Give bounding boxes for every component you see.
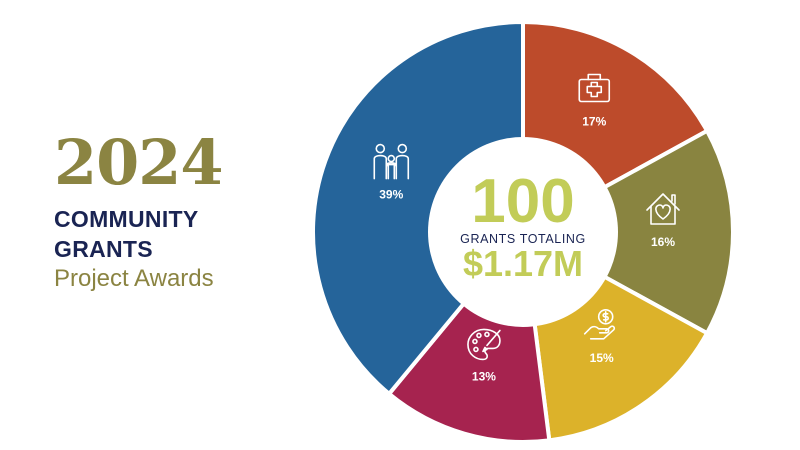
art-palette-icon (467, 328, 501, 361)
year-title: 2024 (54, 126, 224, 199)
slice-label-3: 15% (590, 351, 614, 365)
heading-line-2: GRANTS (54, 236, 153, 262)
heading-line-1: COMMUNITY (54, 206, 199, 232)
slice-label-1: 17% (582, 114, 606, 128)
subtitle: Project Awards (54, 265, 214, 292)
donut-hole (428, 137, 618, 327)
family-icon (373, 143, 410, 180)
title-block: 2024 COMMUNITY GRANTS Project Awards (54, 126, 224, 294)
slice-label-5: 39% (379, 188, 403, 202)
slice-label-2: 16% (651, 235, 675, 249)
slice-label-4: 13% (472, 369, 496, 383)
center-caption: GRANTS TOTALING (460, 232, 586, 246)
money-hand-icon (583, 308, 616, 340)
home-heart-icon (646, 193, 680, 225)
center-total: $1.17M (463, 243, 583, 284)
donut-slice-2 (521, 128, 735, 336)
icons-group (373, 73, 680, 361)
health-icon (578, 73, 611, 103)
center-count: 100 (471, 167, 574, 236)
donut-slice-5 (311, 20, 525, 396)
labels-group: 17% 16% 15% 13% 39% (379, 114, 675, 383)
